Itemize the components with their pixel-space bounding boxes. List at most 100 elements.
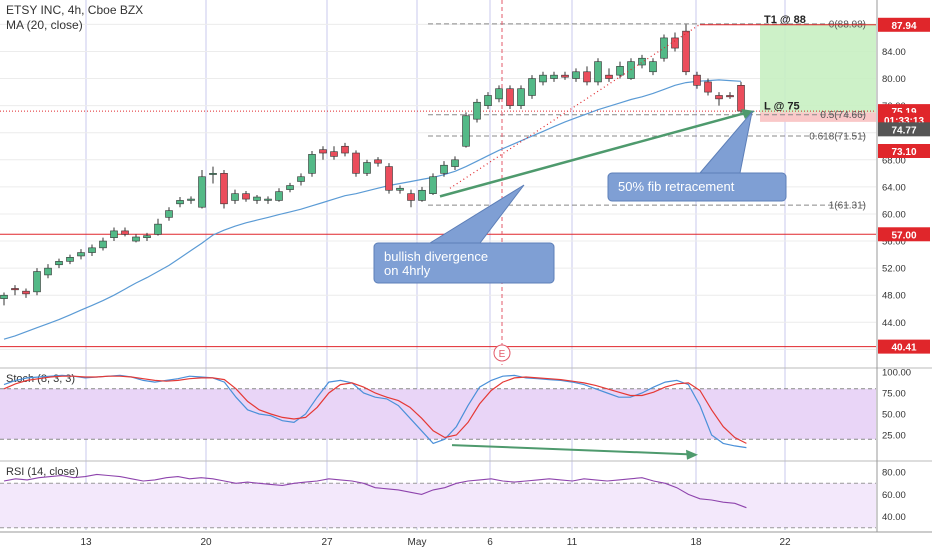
candle-body: [110, 230, 118, 238]
candle-body: [561, 74, 569, 78]
stoch-band: [0, 388, 876, 440]
candle-body: [605, 74, 613, 79]
stoch-divergence-arrow: [451, 444, 691, 456]
stoch-series-line: [3, 375, 747, 444]
candle-body: [418, 189, 426, 201]
candle-body: [583, 71, 591, 83]
candle: [638, 54, 646, 69]
candle: [407, 189, 415, 208]
candle-body: [407, 193, 415, 201]
candle: [418, 186, 426, 202]
stoch-y-tick: 100.00: [882, 368, 911, 379]
candle-body: [77, 252, 85, 257]
candle-body: [638, 57, 646, 66]
fib-level-label: 0.5(74.66): [820, 110, 866, 121]
candle: [264, 196, 272, 204]
candle: [11, 285, 19, 296]
candle-body: [396, 187, 404, 191]
candle-body: [715, 95, 723, 100]
candle: [99, 237, 107, 251]
candle: [484, 92, 492, 110]
candle: [693, 71, 701, 89]
candle: [77, 249, 85, 260]
candle: [374, 157, 382, 167]
candle-body: [165, 210, 173, 218]
rsi-band: [0, 483, 876, 528]
candle-body: [11, 288, 19, 291]
candle-body: [495, 88, 503, 100]
divergence-callout-text: bullish divergence: [384, 249, 488, 264]
candle: [726, 92, 734, 99]
stop-zone: [760, 112, 876, 122]
y-tick-label: 48.00: [882, 291, 906, 302]
candle: [187, 196, 195, 204]
candle-body: [308, 154, 316, 174]
candle: [286, 182, 294, 193]
candle-body: [693, 74, 701, 86]
candle-body: [220, 173, 228, 205]
stoch-divergence-arrowhead: [686, 449, 698, 460]
y-tick-label: 52.00: [882, 264, 906, 275]
candle: [429, 173, 437, 196]
price-tag: [878, 227, 930, 242]
candle-body: [704, 81, 712, 93]
candle-body: [253, 196, 261, 201]
candle-body: [649, 61, 657, 73]
candle: [506, 85, 514, 110]
candle-body: [231, 193, 239, 201]
x-tick-label: May: [408, 537, 427, 548]
rsi-y-tick: 40.00: [882, 512, 906, 523]
candle-body: [187, 198, 195, 201]
symbol-title: ETSY INC, 4h, Cboe BZX: [6, 3, 144, 17]
price-tag-label: 57.00: [891, 230, 916, 241]
price-tag-bg: [878, 122, 930, 137]
y-tick-label: 64.00: [882, 182, 906, 193]
candle-body: [462, 115, 470, 147]
candle: [341, 142, 349, 157]
y-tick-label: 44.00: [882, 318, 906, 329]
candle-body: [550, 74, 558, 79]
rsi-y-tick: 60.00: [882, 490, 906, 501]
candle: [363, 159, 371, 177]
price-divergence-arrowhead: [741, 109, 755, 120]
candle: [473, 98, 481, 123]
candle: [451, 156, 459, 170]
price-tag-label: 73.10: [891, 147, 916, 158]
fib-level-label: 1(61.31): [829, 201, 866, 212]
candle-body: [572, 71, 580, 79]
candle: [649, 58, 657, 76]
candle-body: [0, 294, 8, 299]
price-tag-label: 01:33:13: [884, 116, 924, 127]
candle: [198, 169, 206, 209]
candle-body: [616, 66, 624, 76]
price-tag-label: 75.19: [891, 107, 916, 118]
candle: [462, 112, 470, 148]
candle-body: [286, 185, 294, 190]
candle-body: [264, 198, 272, 201]
candle: [88, 244, 96, 256]
x-tick-label: 27: [321, 537, 333, 548]
candle-body: [682, 30, 690, 73]
candle: [385, 163, 393, 194]
candle: [737, 81, 745, 114]
candle: [583, 66, 591, 86]
divergence-callout-box: [373, 242, 555, 284]
candle: [517, 85, 525, 110]
x-tick-label: 18: [690, 537, 702, 548]
price-tag: [878, 17, 930, 32]
candle-body: [506, 88, 514, 106]
x-tick-label: 13: [80, 537, 92, 548]
candle-body: [154, 223, 162, 235]
candle-body: [330, 151, 338, 157]
entry-label: L @ 75: [764, 100, 800, 112]
candle-body: [726, 95, 734, 98]
price-tag-bg: [878, 143, 930, 158]
rsi-title: RSI (14, close): [6, 466, 79, 478]
candle-body: [473, 101, 481, 120]
candle: [154, 218, 162, 236]
candle: [132, 234, 140, 243]
candle: [275, 188, 283, 202]
ma-title: MA (20, close): [6, 18, 83, 32]
candle-body: [132, 236, 140, 242]
